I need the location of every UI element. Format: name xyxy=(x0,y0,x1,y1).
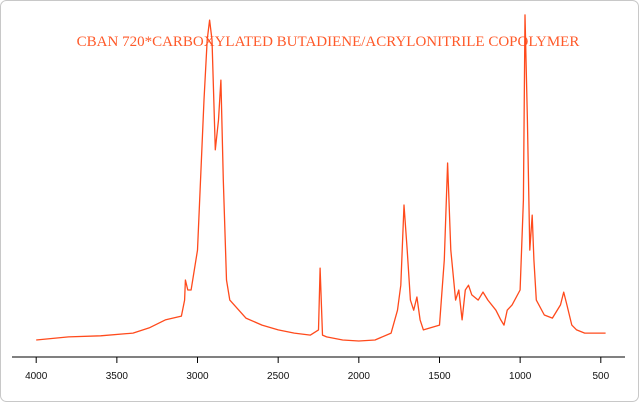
x-tick-label: 500 xyxy=(592,371,609,382)
x-tick-label: 1500 xyxy=(428,371,451,382)
x-tick-label: 3000 xyxy=(186,371,209,382)
spectrum-line xyxy=(36,14,606,342)
chart-title: CBAN 720*CARBOXYLATED BUTADIENE/ACRYLONI… xyxy=(77,34,580,50)
x-tick-label: 2000 xyxy=(348,371,371,382)
x-tick-label: 2500 xyxy=(267,371,290,382)
x-tick-label: 1000 xyxy=(509,371,532,382)
x-tick-label: 4000 xyxy=(25,371,48,382)
x-tick-label: 3500 xyxy=(106,371,129,382)
